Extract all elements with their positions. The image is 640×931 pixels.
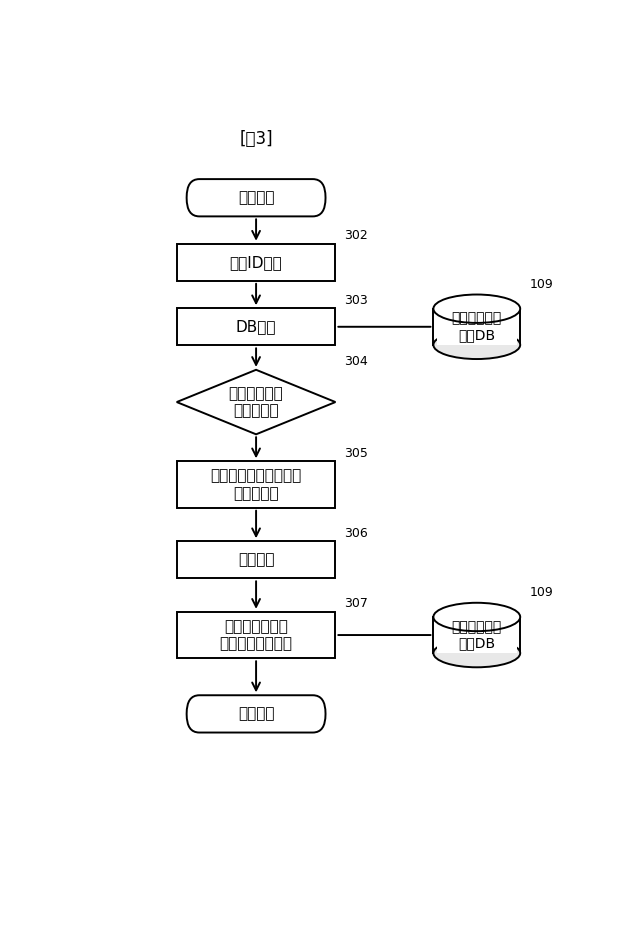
Text: 保存実行: 保存実行	[238, 552, 275, 567]
FancyBboxPatch shape	[187, 179, 326, 216]
Text: 302: 302	[344, 229, 368, 242]
Text: 109: 109	[530, 278, 554, 290]
Text: 氏名ID入力: 氏名ID入力	[230, 255, 282, 270]
FancyBboxPatch shape	[187, 695, 326, 733]
Bar	[437, 309, 516, 344]
Bar	[437, 617, 516, 654]
Polygon shape	[177, 370, 335, 435]
Bar	[433, 309, 520, 344]
Text: 306: 306	[344, 527, 368, 540]
Bar	[177, 541, 335, 578]
Bar	[177, 308, 335, 345]
Bar	[177, 612, 335, 658]
Text: DB読込: DB読込	[236, 319, 276, 334]
Text: 処理開始: 処理開始	[238, 190, 275, 205]
Bar	[177, 244, 335, 281]
Ellipse shape	[433, 331, 520, 359]
Text: 305: 305	[344, 447, 368, 460]
Text: 承認する「引き継ぎ内
容」を指定: 承認する「引き継ぎ内 容」を指定	[211, 468, 301, 501]
Text: 304: 304	[344, 356, 368, 369]
Text: 引き継ぎ項目
を一覧表示: 引き継ぎ項目 を一覧表示	[228, 385, 284, 418]
Ellipse shape	[433, 294, 520, 323]
Text: 109: 109	[530, 587, 554, 600]
Text: [図3]: [図3]	[239, 130, 273, 148]
Bar	[177, 461, 335, 507]
Ellipse shape	[433, 639, 520, 668]
Text: 引き継ぎ項目
管理DB: 引き継ぎ項目 管理DB	[452, 312, 502, 342]
Text: 303: 303	[344, 293, 368, 306]
Bar	[433, 617, 520, 654]
Text: システム日付を
「承認日」に登録: システム日付を 「承認日」に登録	[220, 619, 292, 652]
Text: 処理完了: 処理完了	[238, 707, 275, 722]
Text: 307: 307	[344, 598, 368, 611]
Text: 引き継ぎ項目
管理DB: 引き継ぎ項目 管理DB	[452, 620, 502, 650]
Ellipse shape	[433, 602, 520, 631]
